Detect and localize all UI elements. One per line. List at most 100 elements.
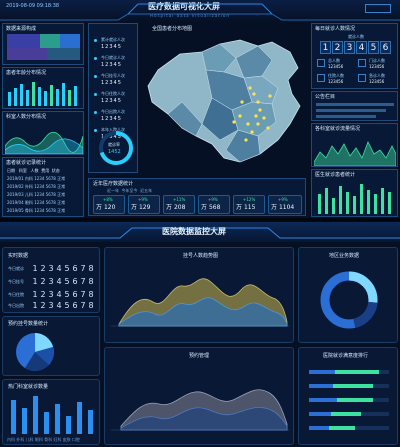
source-panel-title: 数据来源构成 (6, 26, 37, 32)
stat-value: 万 120 (96, 204, 116, 211)
appointment-mgmt-panel: 预约管理 (104, 347, 294, 445)
stat-card[interactable] (163, 195, 195, 214)
daily-digit: 5 (368, 41, 379, 54)
doctor-bar-chart (318, 184, 391, 214)
gauge-label: 就诊率 (108, 142, 120, 147)
stat-card[interactable] (198, 195, 230, 214)
age-panel-title: 患者年龄分布情况 (6, 70, 47, 76)
realtime-digit: 5 (64, 301, 70, 310)
stat-card[interactable] (128, 195, 160, 214)
mini-value: 123456 (328, 79, 344, 84)
stat-pct: +9% (278, 197, 288, 202)
appointment-pie[interactable] (13, 330, 63, 375)
bottom-title: 医院数据监控大屏 (162, 227, 226, 236)
stats-panel: 近年医疗数据统计 近一年 今年至今 近五年 +8% +9% +11% +9% +… (88, 178, 306, 216)
gauge-ring (99, 131, 133, 165)
daily-digit: 4 (356, 41, 367, 54)
rank-bar-fill (309, 412, 331, 416)
realtime-label: 今日出院 (8, 303, 24, 308)
realtime-digit: 3 (48, 301, 54, 310)
treemap-block (60, 34, 80, 48)
dept-panel: 科室人数分布情况 (2, 111, 84, 155)
rank-panel: 医院就诊满意度排行 (298, 347, 398, 445)
realtime-digit: 3 (48, 290, 54, 299)
notice-line[interactable] (316, 115, 376, 118)
rank-title: 医院就诊满意度排行 (323, 353, 369, 359)
window-icon[interactable] (365, 4, 391, 13)
daily-digit: 6 (380, 41, 391, 54)
dept-panel-title: 科室人数分布情况 (6, 114, 47, 120)
realtime-panel: 实时数据 今日就诊 今日挂号 今日住院 今日出院 1 2 3 4 5 6 7 8… (2, 247, 100, 313)
list-label: 今日出院人次 (101, 109, 125, 114)
flow-panel: 各科室就诊流量情况 (311, 123, 398, 167)
realtime-digit: 7 (80, 264, 86, 273)
notice-panel: 公告栏目 (311, 91, 398, 121)
stat-pct: +8% (103, 197, 113, 202)
appointment-title: 预约挂号数量统计 (8, 321, 49, 327)
treemap-block (47, 48, 80, 60)
gauge-value: 1452 (108, 149, 121, 155)
stat-value: 万 1104 (271, 204, 295, 211)
stats-tabs[interactable]: 近一年 今年至今 近五年 (107, 188, 153, 193)
table-row[interactable]: 2019/04 眼科 1234 5678 正常 (7, 200, 66, 205)
rank-bar-fill (337, 398, 373, 402)
daily-digit: 3 (344, 41, 355, 54)
daily-digit: 2 (332, 41, 343, 54)
realtime-digit: 3 (48, 277, 54, 286)
rank-bar-fill (309, 384, 333, 388)
treemap-block (7, 48, 47, 60)
table-row[interactable]: 2019/05 骨科 1234 5678 正常 (7, 208, 66, 213)
stat-card[interactable] (233, 195, 265, 214)
realtime-digit: 4 (56, 277, 62, 286)
list-value: 12345 (101, 116, 122, 122)
list-label: 今日就诊人次 (101, 55, 125, 60)
realtime-digit: 7 (80, 301, 86, 310)
bottom-header (0, 222, 400, 242)
stat-pct: +12% (243, 197, 256, 202)
china-map[interactable] (140, 32, 310, 172)
realtime-digit: 8 (88, 277, 94, 286)
hot-dept-categories: 内科 外科 儿科 眼科 骨科 妇科 皮肤 口腔 (7, 437, 80, 442)
table-row[interactable]: 2019/01 内科 1234 5678 正常 (7, 176, 66, 181)
realtime-digit: 7 (80, 290, 86, 299)
notice-line[interactable] (316, 109, 386, 112)
stat-card[interactable] (93, 195, 125, 214)
stat-value: 万 129 (131, 204, 151, 211)
realtime-digit: 2 (40, 277, 46, 286)
region-donut-chart[interactable] (317, 268, 381, 332)
realtime-title: 实时数据 (8, 253, 29, 259)
bottom-header-frame (0, 227, 400, 239)
list-value: 12345 (101, 134, 122, 140)
mini-label: 急诊人数 (369, 73, 385, 78)
stat-value: 万 115 (236, 204, 256, 211)
flow-area-chart (314, 141, 396, 166)
table-row[interactable]: 2019/02 外科 1234 5678 正常 (7, 184, 66, 189)
list-label: 累计就诊人次 (101, 37, 125, 42)
dept-wave-chart (5, 131, 83, 154)
realtime-digit: 6 (72, 301, 78, 310)
realtime-digit: 5 (64, 290, 70, 299)
stat-card[interactable] (268, 195, 302, 214)
list-value: 12345 (101, 44, 122, 50)
age-bar-chart (8, 82, 77, 106)
hot-dept-panel: 热门科室就诊数量 内科 外科 儿科 眼科 骨科 妇科 皮肤 口腔 (2, 379, 100, 445)
notice-line[interactable] (316, 103, 394, 106)
appointment-area-chart[interactable] (111, 364, 289, 442)
appointment-mgmt-title: 预约管理 (189, 353, 210, 359)
bullet-icon (94, 57, 97, 60)
realtime-digit: 3 (48, 264, 54, 273)
realtime-digit: 1 (32, 290, 38, 299)
top-header (0, 0, 400, 22)
rank-bar-fill (333, 384, 373, 388)
rank-bar-fill (335, 370, 379, 374)
appointment-panel: 预约挂号数量统计 (2, 316, 100, 376)
registration-area-chart[interactable] (111, 264, 289, 340)
realtime-digit: 2 (40, 264, 46, 273)
treemap-block (7, 34, 40, 48)
mini-value: 123456 (369, 79, 385, 84)
table-row[interactable]: 2019/03 儿科 1234 5678 正常 (7, 192, 66, 197)
rank-bar-fill (309, 426, 329, 430)
bullet-icon (94, 39, 97, 42)
realtime-digit: 5 (64, 264, 70, 273)
record-panel: 患者就诊记录统计 日期 科室 人数 费用 状态 2019/01 内科 1234 … (2, 157, 84, 217)
